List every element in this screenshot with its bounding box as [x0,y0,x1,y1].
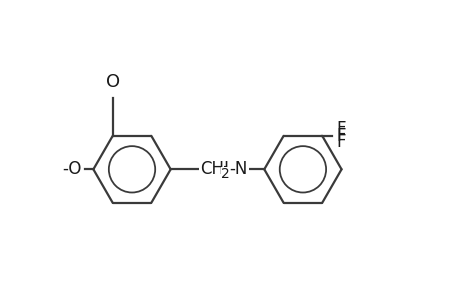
Text: CH: CH [205,160,229,178]
Text: F: F [336,127,345,145]
Text: CH: CH [199,160,223,178]
Text: -N: -N [229,160,247,178]
Text: F: F [336,133,345,151]
Text: O: O [106,73,119,91]
Text: 2: 2 [221,167,230,181]
Text: -O: -O [62,160,81,178]
Text: F: F [336,120,345,138]
